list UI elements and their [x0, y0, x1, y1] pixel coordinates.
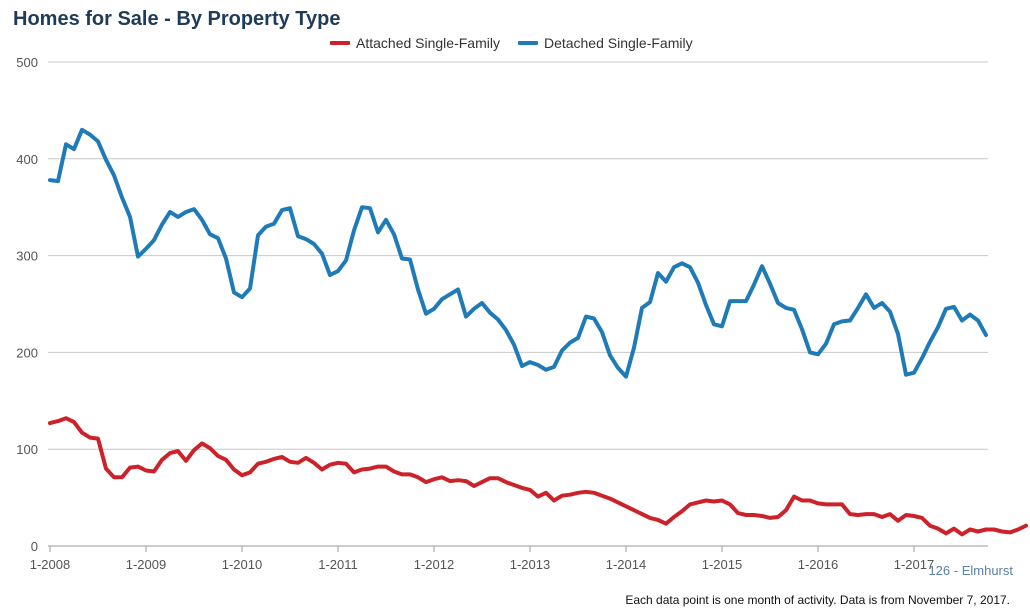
x-tick-label: 1-2009	[126, 557, 166, 572]
x-tick-label: 1-2008	[30, 557, 70, 572]
legend-swatch-attached	[330, 41, 350, 45]
area-label: 126 - Elmhurst	[928, 563, 1013, 578]
y-tick-label: 300	[16, 249, 38, 264]
y-tick-label: 100	[16, 442, 38, 457]
series-line-detached	[48, 127, 988, 379]
x-tick-label: 1-2015	[702, 557, 742, 572]
x-tick-label: 1-2013	[510, 557, 550, 572]
footer-note: Each data point is one month of activity…	[625, 593, 1010, 607]
legend: Attached Single-Family Detached Single-F…	[330, 35, 693, 51]
legend-label-attached: Attached Single-Family	[356, 35, 500, 51]
legend-swatch-detached	[517, 41, 538, 45]
y-tick-label: 0	[31, 539, 38, 554]
y-tick-label: 200	[16, 345, 38, 360]
x-tick-label: 1-2011	[318, 557, 358, 572]
legend-item-detached[interactable]: Detached Single-Family	[517, 35, 693, 51]
series-line-attached	[48, 416, 1028, 537]
chart-title: Homes for Sale - By Property Type	[13, 8, 341, 30]
legend-item-attached[interactable]: Attached Single-Family	[330, 35, 500, 51]
gridlines	[48, 61, 988, 547]
x-tick-label: 1-2010	[222, 557, 262, 572]
y-axis-ticks: 0 100 200 300 400 500	[16, 55, 38, 554]
x-tick-label: 1-2017	[894, 557, 934, 572]
x-tick-label: 1-2016	[798, 557, 838, 572]
x-axis-ticks: 1-2008 1-2009 1-2010 1-2011 1-2012 1-2013 1-20…	[30, 546, 934, 572]
legend-label-detached: Detached Single-Family	[543, 35, 693, 51]
x-tick-label: 1-2012	[414, 557, 454, 572]
y-tick-label: 400	[16, 152, 38, 167]
series-lines	[48, 127, 1028, 537]
x-tick-label: 1-2014	[606, 557, 646, 572]
y-tick-label: 500	[16, 55, 38, 70]
